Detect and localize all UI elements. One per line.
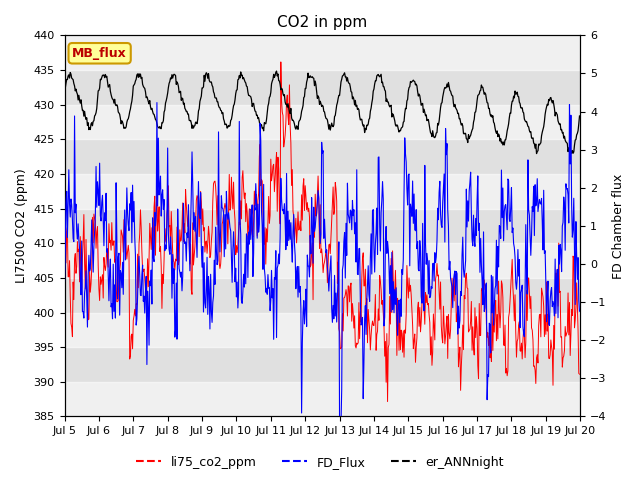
Bar — [65, 312, 580, 347]
Bar — [65, 382, 580, 417]
Y-axis label: LI7500 CO2 (ppm): LI7500 CO2 (ppm) — [15, 168, 28, 283]
Y-axis label: FD Chamber flux: FD Chamber flux — [612, 173, 625, 278]
Bar — [65, 243, 580, 278]
Title: CO2 in ppm: CO2 in ppm — [277, 15, 367, 30]
Bar — [65, 36, 580, 70]
Text: MB_flux: MB_flux — [72, 47, 127, 60]
Legend: li75_co2_ppm, FD_Flux, er_ANNnight: li75_co2_ppm, FD_Flux, er_ANNnight — [131, 451, 509, 474]
Bar — [65, 105, 580, 139]
Bar — [65, 174, 580, 209]
